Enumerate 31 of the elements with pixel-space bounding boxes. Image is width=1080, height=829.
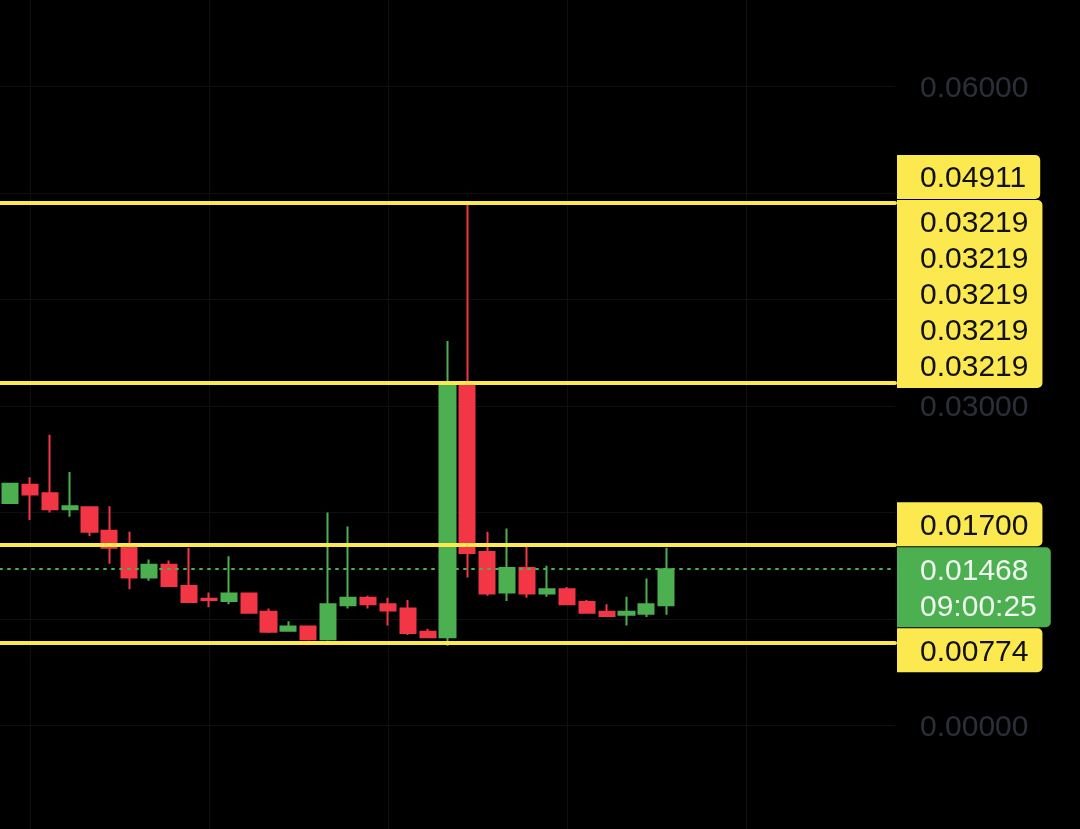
candlestick (478, 530, 496, 597)
candlestick (120, 530, 138, 591)
candlestick (180, 546, 198, 605)
ref-line-label: 0.00774 (920, 633, 1029, 667)
candlestick (1, 482, 19, 504)
ref-line-label: 0.01468 09:00:25 (920, 552, 1037, 622)
candlestick (399, 598, 417, 637)
candlestick (259, 607, 278, 634)
candlestick (578, 598, 596, 614)
candlestick (200, 591, 218, 609)
candlestick (80, 506, 99, 537)
candlestick (558, 586, 576, 606)
candlestick (279, 620, 297, 632)
candlestick (21, 476, 39, 521)
y-tick-label: 0.03000 (920, 389, 1029, 423)
ref-line-label: 0.01700 (920, 507, 1029, 541)
candlestick (61, 471, 79, 518)
candlestick (160, 559, 178, 589)
candlestick (240, 591, 258, 615)
candlestick (299, 624, 317, 642)
candlestick (637, 577, 655, 618)
candlestick (598, 603, 616, 617)
candlestick (617, 595, 636, 627)
candlestick (379, 596, 397, 627)
ref-line-label: 0.04911 (920, 160, 1027, 194)
candlestick (41, 433, 59, 514)
legend-label: 0.03219 0.03219 0.03219 0.03219 0.03219 (920, 205, 1029, 383)
y-tick-label: 0.00000 (920, 709, 1029, 743)
candlestick (359, 594, 377, 610)
candlestick (419, 627, 437, 640)
y-tick-label: 0.06000 (920, 69, 1029, 103)
